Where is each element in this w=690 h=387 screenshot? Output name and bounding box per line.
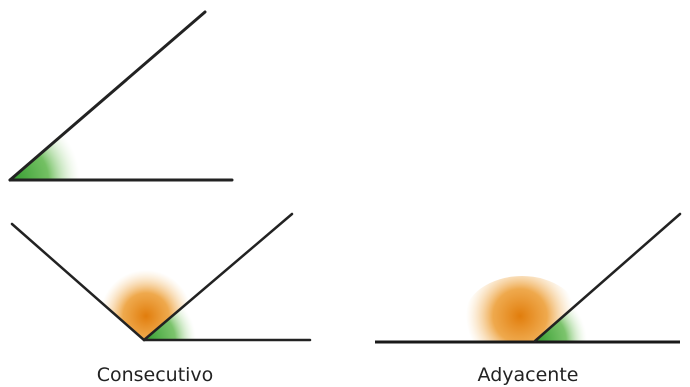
angle-ray-upper [533, 212, 682, 343]
angle-ray-upper [8, 10, 207, 182]
angle-fill-orange [96, 266, 196, 340]
caption-consecutivo: Consecutivo [97, 364, 214, 386]
angle-ray-left [10, 222, 146, 342]
adjacent-angles: Adyacente [375, 212, 682, 386]
single-angle [8, 10, 234, 182]
caption-adyacente: Adyacente [478, 364, 579, 386]
consecutive-angles: Consecutivo [10, 212, 312, 386]
angle-ray-right-upper [142, 212, 294, 342]
